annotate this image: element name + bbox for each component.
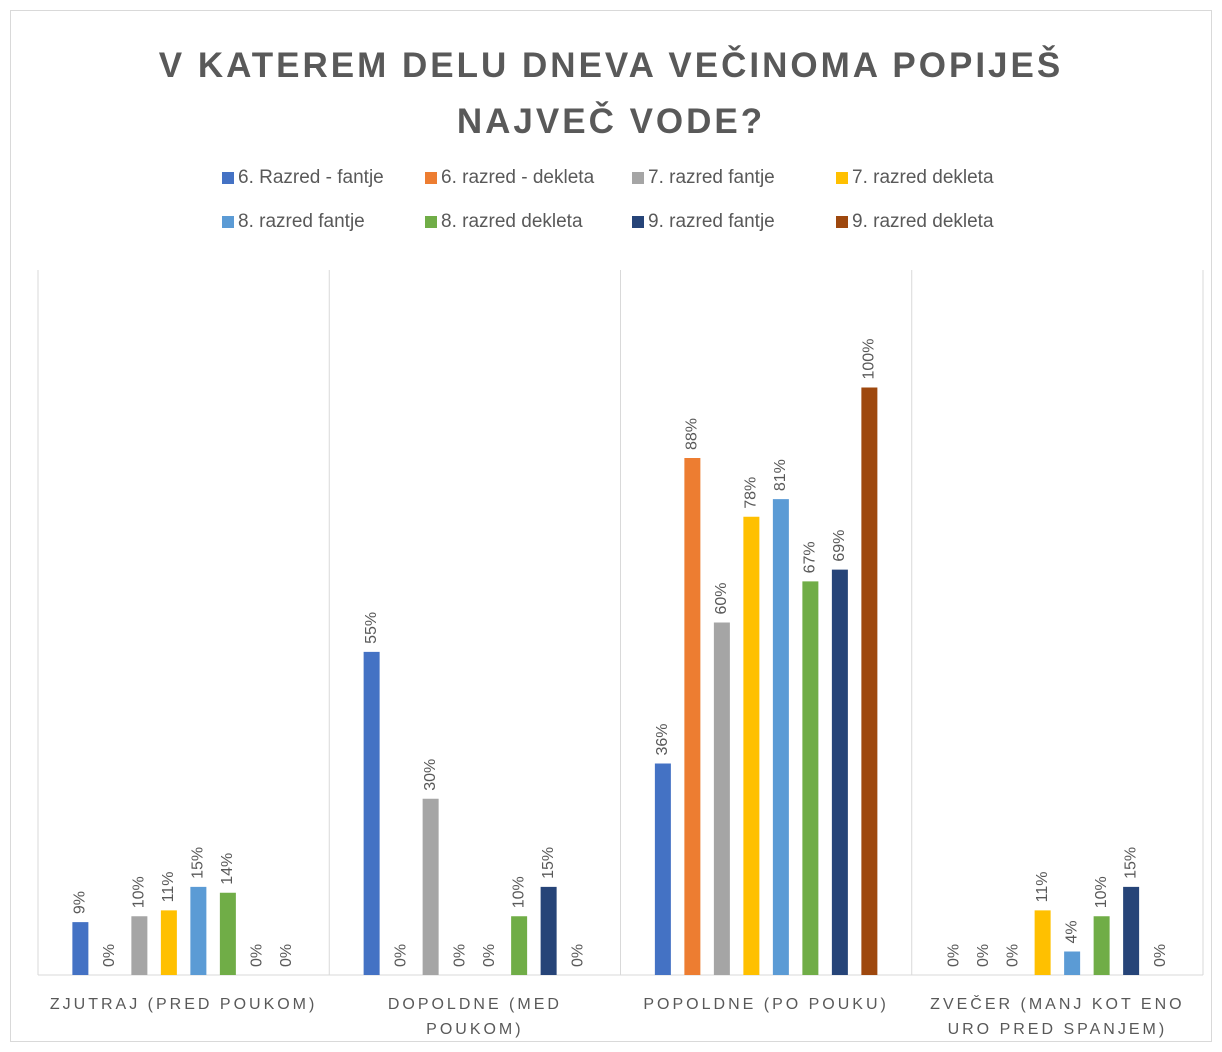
x-tick-label: DOPOLDNE (MED POUKOM) bbox=[387, 996, 562, 1038]
bar bbox=[540, 886, 557, 975]
legend-swatch bbox=[632, 172, 644, 184]
legend-label: 6. razred - dekleta bbox=[441, 167, 595, 188]
chart-border bbox=[10, 10, 1212, 1042]
bar bbox=[861, 387, 878, 975]
data-label: 69% bbox=[831, 530, 848, 562]
bar bbox=[72, 922, 89, 975]
bar bbox=[743, 516, 760, 975]
data-label: 0% bbox=[975, 944, 992, 967]
bar bbox=[131, 916, 148, 975]
data-label: 30% bbox=[422, 759, 439, 791]
legend-label: 9. razred fantje bbox=[648, 211, 775, 232]
data-label: 10% bbox=[1093, 876, 1110, 908]
data-label: 4% bbox=[1063, 920, 1080, 943]
legend-label: 8. razred dekleta bbox=[441, 211, 583, 232]
data-label: 0% bbox=[1004, 944, 1021, 967]
data-label: 9% bbox=[72, 891, 89, 914]
data-label: 0% bbox=[392, 944, 409, 967]
data-label: 60% bbox=[713, 582, 730, 614]
chart-title: V KATEREM DELU DNEVA VEČINOMA POPIJEŠ NA… bbox=[158, 46, 1064, 141]
bar bbox=[1123, 886, 1140, 975]
data-label: 0% bbox=[569, 944, 586, 967]
data-label: 15% bbox=[190, 847, 207, 879]
data-label: 15% bbox=[540, 847, 557, 879]
bar bbox=[1064, 951, 1081, 975]
data-label: 0% bbox=[101, 944, 118, 967]
legend-swatch bbox=[222, 172, 234, 184]
data-label: 0% bbox=[1152, 944, 1169, 967]
data-label: 55% bbox=[363, 612, 380, 644]
legend-swatch bbox=[632, 216, 644, 228]
bar bbox=[713, 622, 730, 975]
x-tick-label: ZJUTRAJ (PRED POUKOM) bbox=[49, 996, 318, 1013]
x-tick-label: ZVEČER (MANJ KOT ENO URO PRED SPANJEM) bbox=[930, 996, 1185, 1038]
legend-swatch bbox=[836, 172, 848, 184]
legend-swatch bbox=[425, 216, 437, 228]
data-label: 0% bbox=[451, 944, 468, 967]
data-label: 0% bbox=[481, 944, 498, 967]
legend-label: 8. razred fantje bbox=[238, 211, 365, 232]
data-label: 0% bbox=[945, 944, 962, 967]
data-label: 15% bbox=[1122, 847, 1139, 879]
legend-label: 6. Razred - fantje bbox=[238, 167, 384, 188]
bar bbox=[802, 581, 819, 975]
legend-swatch bbox=[836, 216, 848, 228]
data-label: 14% bbox=[219, 853, 236, 885]
data-label: 11% bbox=[160, 872, 177, 903]
data-label: 81% bbox=[772, 459, 789, 491]
legend-swatch bbox=[425, 172, 437, 184]
bar bbox=[190, 886, 207, 975]
data-label: 36% bbox=[654, 723, 671, 755]
bar bbox=[363, 651, 380, 975]
bar bbox=[160, 910, 177, 975]
bar bbox=[654, 763, 671, 975]
data-label: 10% bbox=[131, 876, 148, 908]
bar bbox=[684, 458, 701, 975]
x-tick-label: POPOLDNE (PO POUKU) bbox=[643, 996, 889, 1013]
bar bbox=[1034, 910, 1051, 975]
bar bbox=[219, 892, 236, 975]
legend-label: 7. razred fantje bbox=[648, 167, 775, 188]
data-label: 0% bbox=[249, 944, 266, 967]
data-label: 67% bbox=[802, 541, 819, 573]
data-label: 88% bbox=[684, 418, 701, 450]
data-label: 0% bbox=[278, 944, 295, 967]
legend-label: 9. razred dekleta bbox=[852, 211, 994, 232]
data-label: 10% bbox=[510, 876, 527, 908]
bar bbox=[511, 916, 528, 975]
legend-swatch bbox=[222, 216, 234, 228]
legend-label: 7. razred dekleta bbox=[852, 167, 994, 188]
bar bbox=[831, 569, 848, 975]
bar bbox=[422, 798, 439, 975]
bar bbox=[1093, 916, 1110, 975]
bar bbox=[772, 499, 789, 975]
data-label: 100% bbox=[861, 339, 878, 380]
data-label: 11% bbox=[1034, 872, 1051, 903]
data-label: 78% bbox=[743, 477, 760, 509]
